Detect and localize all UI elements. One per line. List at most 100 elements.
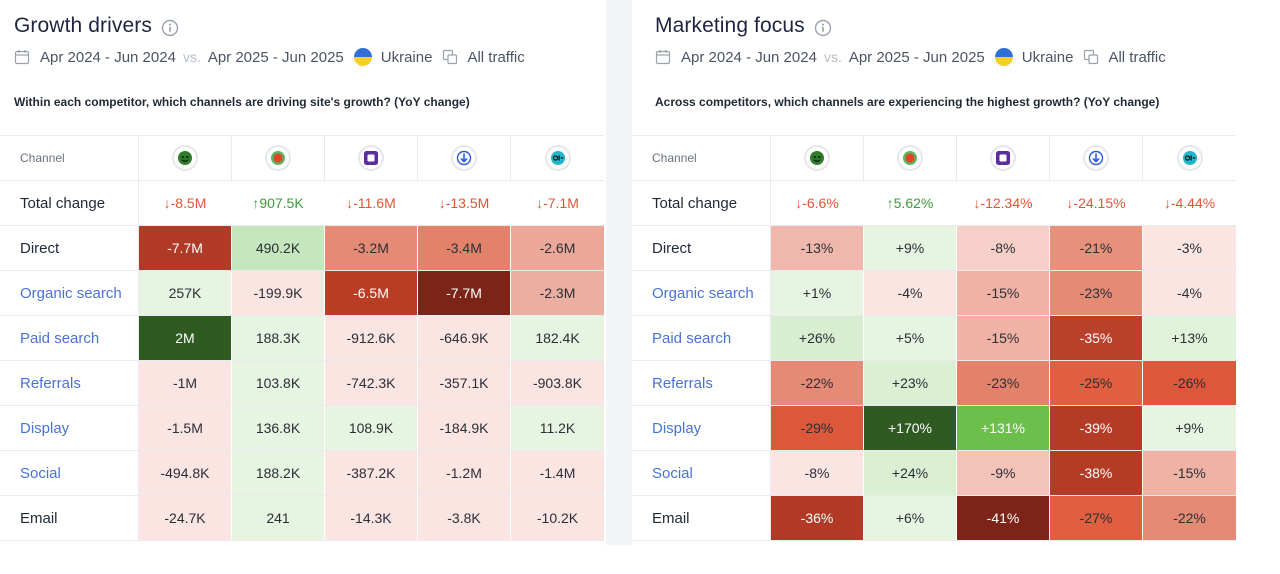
heatmap-cell[interactable]: +24% [864,451,957,495]
channel-label[interactable]: Organic search [632,271,771,315]
heatmap-cell[interactable]: -23% [957,361,1050,405]
heatmap-cell[interactable]: -21% [1050,226,1143,270]
heatmap-cell[interactable]: -35% [1050,316,1143,360]
heatmap-cell[interactable]: 182.4K [511,316,604,360]
heatmap-cell[interactable]: -2.3M [511,271,604,315]
country-filter[interactable]: Ukraine [1021,48,1074,66]
heatmap-cell[interactable]: -27% [1050,496,1143,540]
heatmap-cell[interactable]: 108.9K [325,406,418,450]
heatmap-cell[interactable]: -10.2K [511,496,604,540]
heatmap-cell[interactable]: 188.2K [232,451,325,495]
heatmap-cell[interactable]: -7.7M [418,271,511,315]
heatmap-cell[interactable]: -8% [771,451,864,495]
purple-square-logo-icon[interactable] [992,147,1014,169]
competitor-header[interactable] [418,136,511,180]
heatmap-cell[interactable]: -199.9K [232,271,325,315]
info-icon[interactable] [161,19,179,37]
red-dot-logo-icon[interactable] [899,147,921,169]
heatmap-cell[interactable]: +5% [864,316,957,360]
green-face-logo-icon[interactable] [174,147,196,169]
date-range-compare[interactable]: Apr 2025 - Jun 2025 [848,48,985,66]
heatmap-cell[interactable]: 2M [139,316,232,360]
channel-label[interactable]: Paid search [0,316,139,360]
heatmap-cell[interactable]: -22% [1143,496,1236,540]
heatmap-cell[interactable]: -25% [1050,361,1143,405]
heatmap-cell[interactable]: +131% [957,406,1050,450]
heatmap-cell[interactable]: 11.2K [511,406,604,450]
heatmap-cell[interactable]: -1.4M [511,451,604,495]
heatmap-cell[interactable]: 103.8K [232,361,325,405]
heatmap-cell[interactable]: -3% [1143,226,1236,270]
traffic-filter[interactable]: All traffic [467,48,525,66]
heatmap-cell[interactable]: -1M [139,361,232,405]
heatmap-cell[interactable]: +9% [864,226,957,270]
competitor-header[interactable] [232,136,325,180]
heatmap-cell[interactable]: -184.9K [418,406,511,450]
date-range-compare[interactable]: Apr 2025 - Jun 2025 [207,48,344,66]
heatmap-cell[interactable]: 136.8K [232,406,325,450]
heatmap-cell[interactable]: -357.1K [418,361,511,405]
channel-label[interactable]: Referrals [0,361,139,405]
heatmap-cell[interactable]: -8% [957,226,1050,270]
blue-arrow-logo-icon[interactable] [1085,147,1107,169]
channel-label[interactable]: Social [632,451,771,495]
date-range-current[interactable]: Apr 2024 - Jun 2024 [681,48,817,66]
heatmap-cell[interactable]: -6.5M [325,271,418,315]
heatmap-cell[interactable]: -646.9K [418,316,511,360]
competitor-header[interactable] [511,136,604,180]
heatmap-cell[interactable]: -7.7M [139,226,232,270]
green-face-logo-icon[interactable] [806,147,828,169]
heatmap-cell[interactable]: -15% [957,316,1050,360]
red-dot-logo-icon[interactable] [267,147,289,169]
heatmap-cell[interactable]: -3.4M [418,226,511,270]
heatmap-cell[interactable]: -14.3K [325,496,418,540]
heatmap-cell[interactable]: 490.2K [232,226,325,270]
channel-label[interactable]: Social [0,451,139,495]
heatmap-cell[interactable]: -2.6M [511,226,604,270]
competitor-header[interactable] [139,136,232,180]
heatmap-cell[interactable]: -13% [771,226,864,270]
heatmap-cell[interactable]: -41% [957,496,1050,540]
heatmap-cell[interactable]: +13% [1143,316,1236,360]
heatmap-cell[interactable]: -3.8K [418,496,511,540]
teal-oi-logo-icon[interactable] [546,147,569,169]
heatmap-cell[interactable]: -494.8K [139,451,232,495]
heatmap-cell[interactable]: -387.2K [325,451,418,495]
competitor-header[interactable] [325,136,418,180]
heatmap-cell[interactable]: -4% [1143,271,1236,315]
heatmap-cell[interactable]: -22% [771,361,864,405]
heatmap-cell[interactable]: +170% [864,406,957,450]
heatmap-cell[interactable]: -26% [1143,361,1236,405]
heatmap-cell[interactable]: +1% [771,271,864,315]
heatmap-cell[interactable]: -15% [957,271,1050,315]
heatmap-cell[interactable]: -23% [1050,271,1143,315]
channel-label[interactable]: Paid search [632,316,771,360]
heatmap-cell[interactable]: -1.5M [139,406,232,450]
heatmap-cell[interactable]: 241 [232,496,325,540]
heatmap-cell[interactable]: -9% [957,451,1050,495]
heatmap-cell[interactable]: 188.3K [232,316,325,360]
heatmap-cell[interactable]: +6% [864,496,957,540]
channel-label[interactable]: Organic search [0,271,139,315]
competitor-header[interactable] [1050,136,1143,180]
heatmap-cell[interactable]: +23% [864,361,957,405]
heatmap-cell[interactable]: -15% [1143,451,1236,495]
heatmap-cell[interactable]: -38% [1050,451,1143,495]
heatmap-cell[interactable]: -903.8K [511,361,604,405]
traffic-filter[interactable]: All traffic [1108,48,1166,66]
channel-label[interactable]: Referrals [632,361,771,405]
country-filter[interactable]: Ukraine [380,48,433,66]
heatmap-cell[interactable]: 257K [139,271,232,315]
purple-square-logo-icon[interactable] [360,147,382,169]
heatmap-cell[interactable]: -912.6K [325,316,418,360]
competitor-header[interactable] [1143,136,1236,180]
heatmap-cell[interactable]: +9% [1143,406,1236,450]
competitor-header[interactable] [771,136,864,180]
heatmap-cell[interactable]: -24.7K [139,496,232,540]
competitor-header[interactable] [864,136,957,180]
channel-label[interactable]: Display [632,406,771,450]
channel-label[interactable]: Display [0,406,139,450]
blue-arrow-logo-icon[interactable] [453,147,475,169]
info-icon[interactable] [814,19,832,37]
heatmap-cell[interactable]: -4% [864,271,957,315]
